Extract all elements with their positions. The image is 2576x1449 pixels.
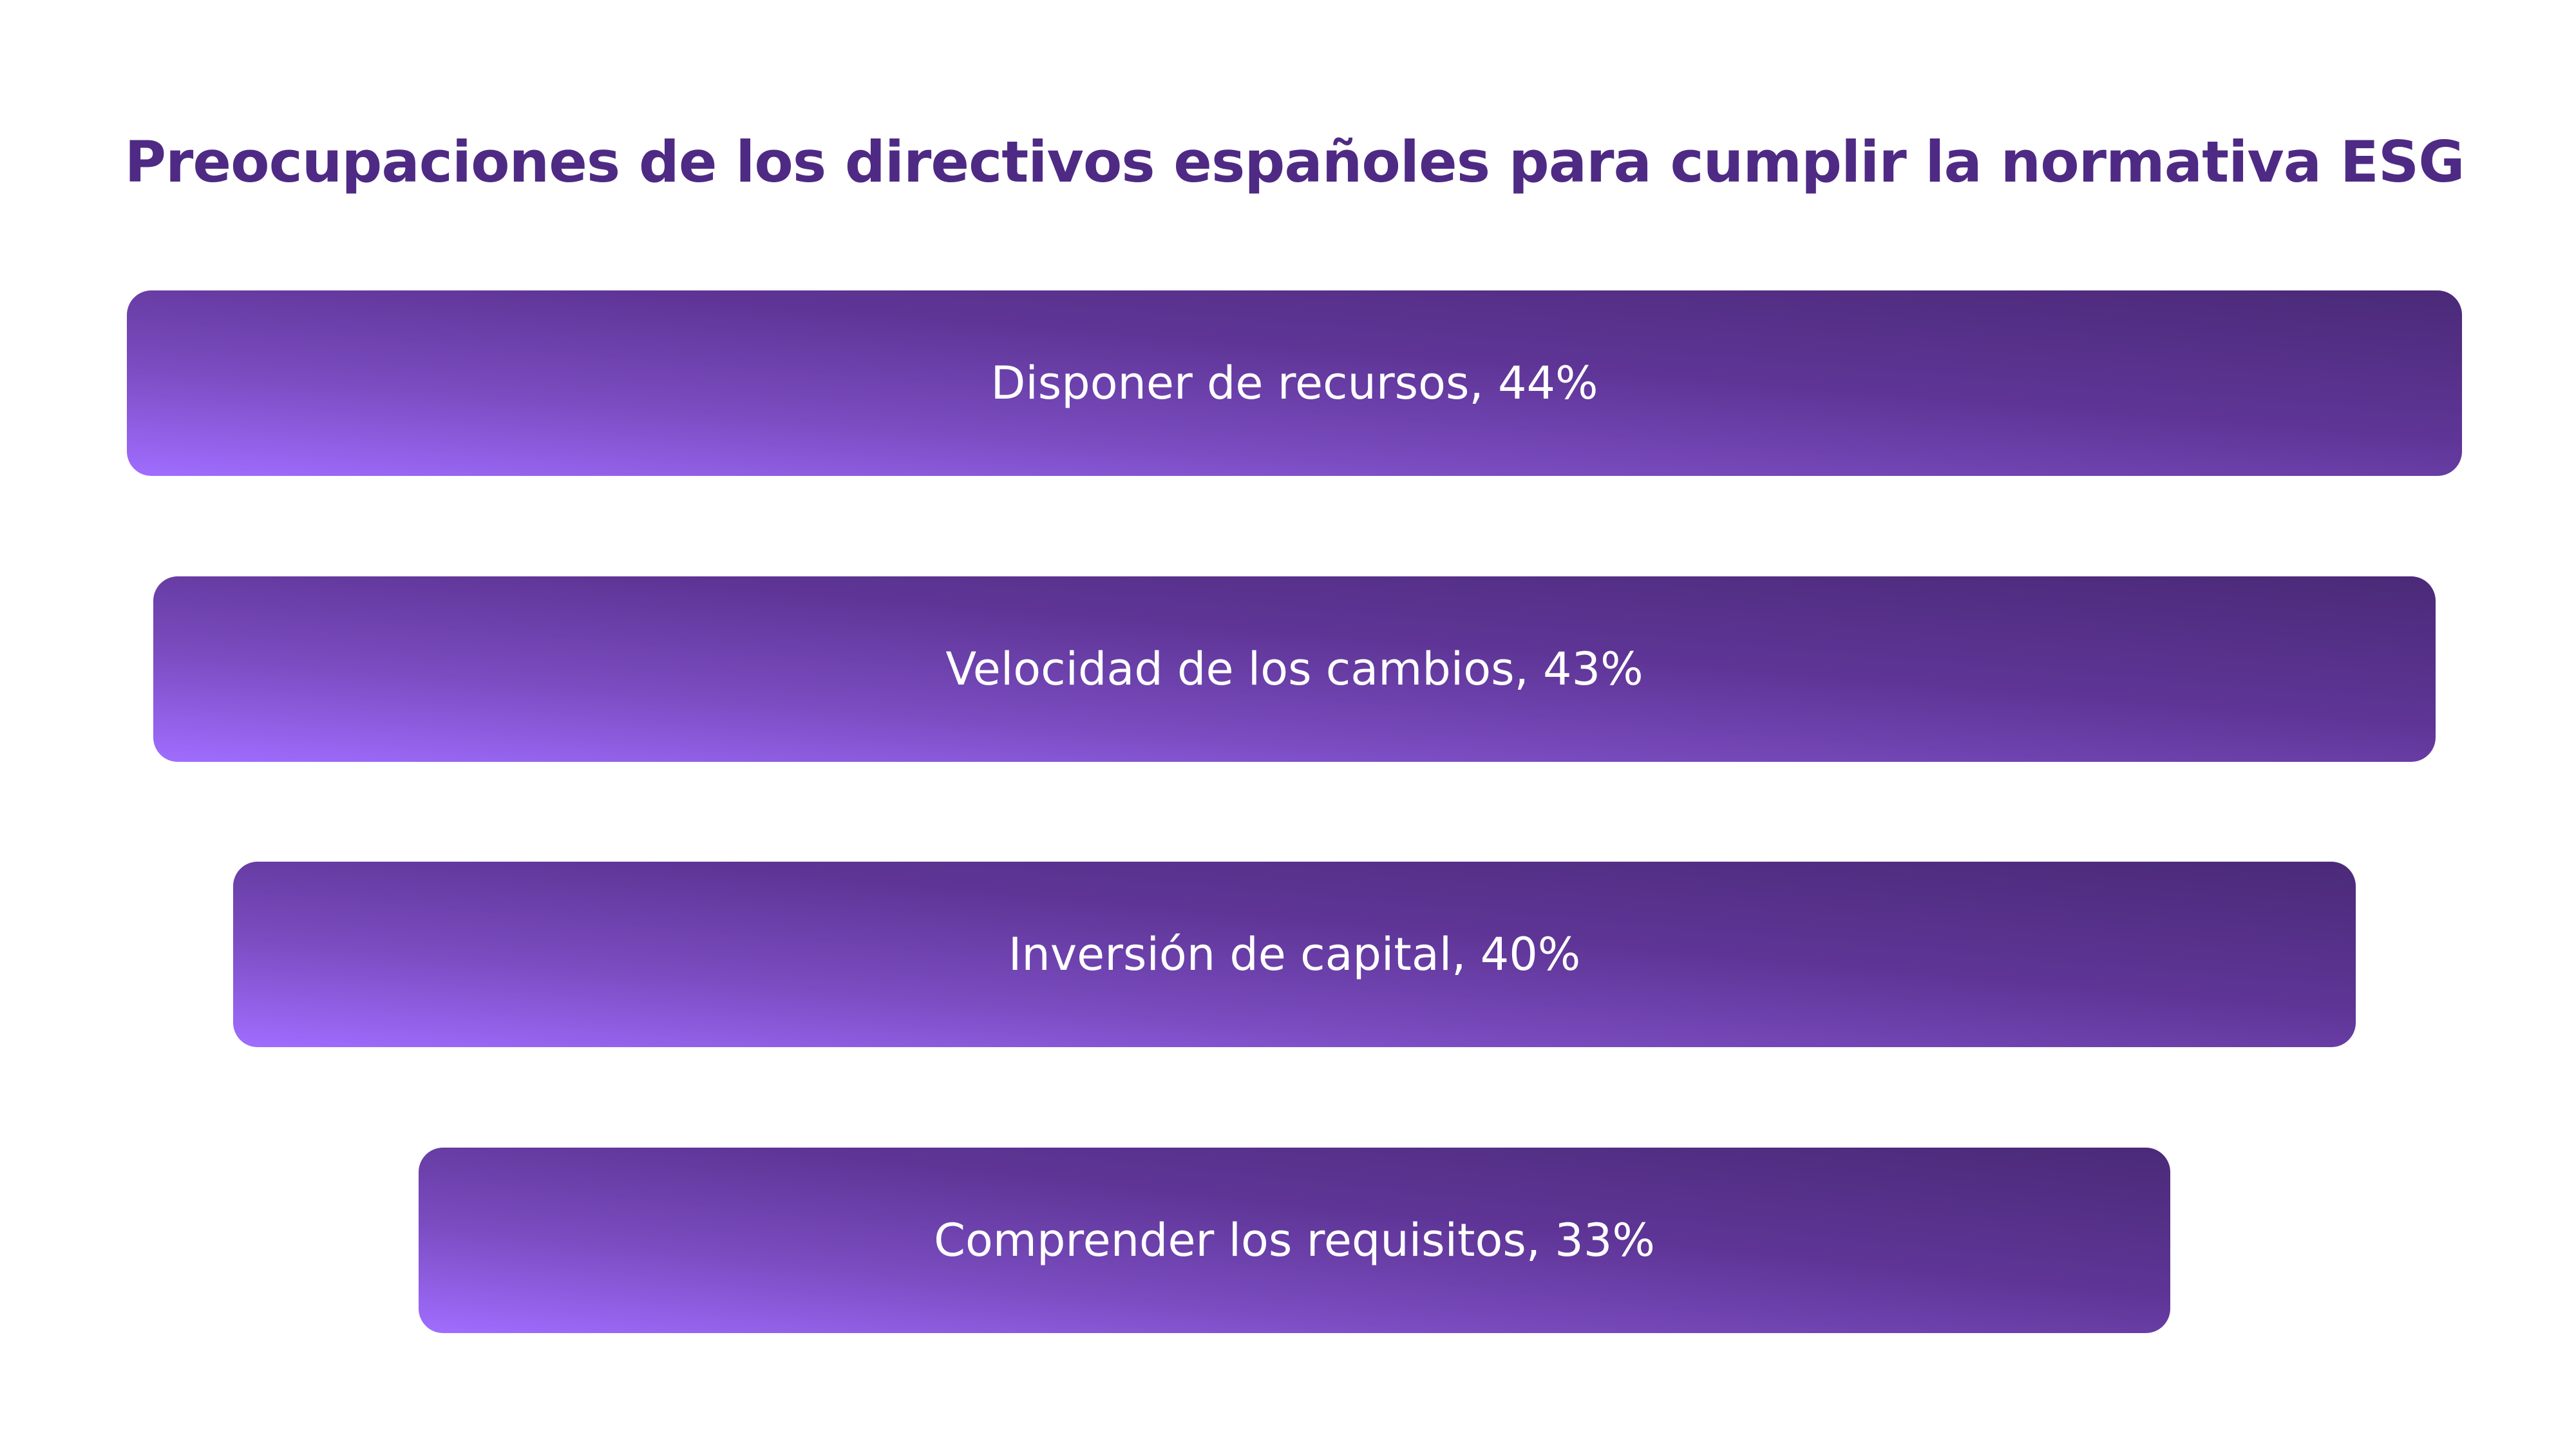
bar-2: Velocidad de los cambios, 43% <box>153 576 2436 762</box>
bar-label: Comprender los requisitos, 33% <box>934 1214 1655 1267</box>
bar-label: Velocidad de los cambios, 43% <box>945 643 1643 696</box>
chart-title: Preocupaciones de los directivos español… <box>124 129 2465 195</box>
bar-label: Disponer de recursos, 44% <box>990 357 1598 410</box>
bar-label: Inversión de capital, 40% <box>1008 928 1581 981</box>
bar-4: Comprender los requisitos, 33% <box>419 1148 2170 1333</box>
bar-1: Disponer de recursos, 44% <box>127 290 2462 476</box>
bar-3: Inversión de capital, 40% <box>233 862 2356 1047</box>
